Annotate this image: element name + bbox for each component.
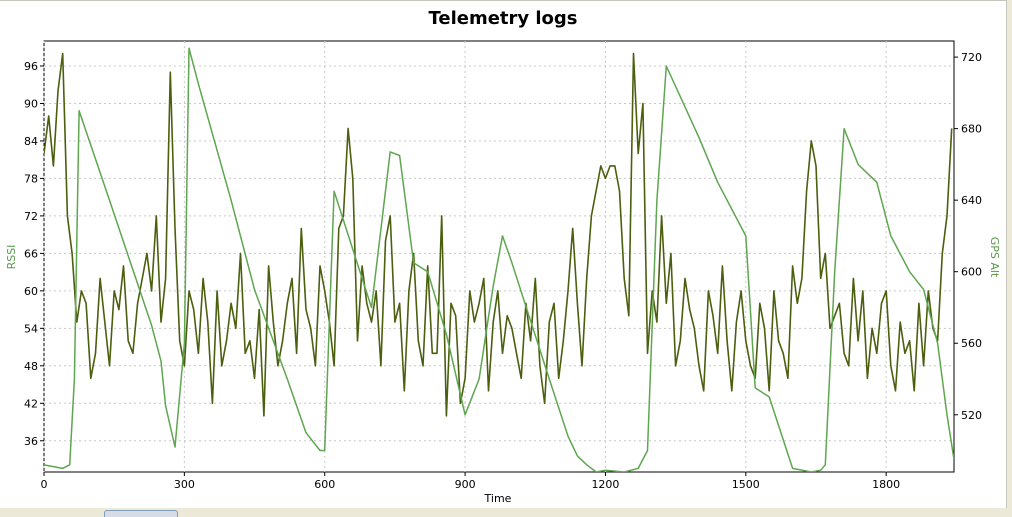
y-axis-label-right: GPS Alt [988, 237, 1001, 278]
x-tick-label: 1500 [732, 478, 760, 491]
y-right-tick-label: 600 [961, 266, 982, 279]
y-right-tick-label: 640 [961, 194, 982, 207]
series-rssi-line [44, 52, 953, 417]
x-tick-label: 900 [455, 478, 476, 491]
y-left-tick-label: 78 [24, 172, 38, 185]
x-axis-label: Time [484, 492, 512, 505]
y-left-tick-label: 48 [24, 360, 38, 373]
y-right-tick-label: 520 [961, 409, 982, 422]
y-left-tick-label: 36 [24, 435, 38, 448]
scrollbar-thumb[interactable] [104, 510, 178, 517]
axis-layer: 0 300 600 900 1200 1500 1800 36 42 48 54 60 66 72 78 84… [24, 51, 982, 491]
y-left-tick-label: 60 [24, 285, 38, 298]
x-tick-label: 1800 [872, 478, 900, 491]
x-tick-label: 0 [41, 478, 48, 491]
y-left-tick-label: 84 [24, 135, 38, 148]
x-tick-label: 600 [314, 478, 335, 491]
telemetry-chart: Telemetry logs 0 300 600 900 1200 1500 1800 36 4… [5, 8, 1001, 505]
y-left-tick-label: 66 [24, 247, 38, 260]
chart-title: Telemetry logs [428, 8, 577, 29]
y-left-tick-label: 96 [24, 60, 38, 73]
series-layer [44, 47, 954, 472]
status-strip [0, 508, 1012, 515]
y-axis-label-left: RSSI [5, 245, 18, 270]
y-right-tick-label: 680 [961, 123, 982, 136]
series-gps-alt-line [44, 47, 954, 472]
y-right-tick-label: 560 [961, 337, 982, 350]
y-left-tick-label: 54 [24, 322, 38, 335]
y-right-tick-label: 720 [961, 51, 982, 64]
x-tick-label: 300 [174, 478, 195, 491]
y-left-tick-label: 42 [24, 397, 38, 410]
y-left-tick-label: 90 [24, 97, 38, 110]
y-left-tick-label: 72 [24, 210, 38, 223]
x-tick-label: 1200 [591, 478, 619, 491]
